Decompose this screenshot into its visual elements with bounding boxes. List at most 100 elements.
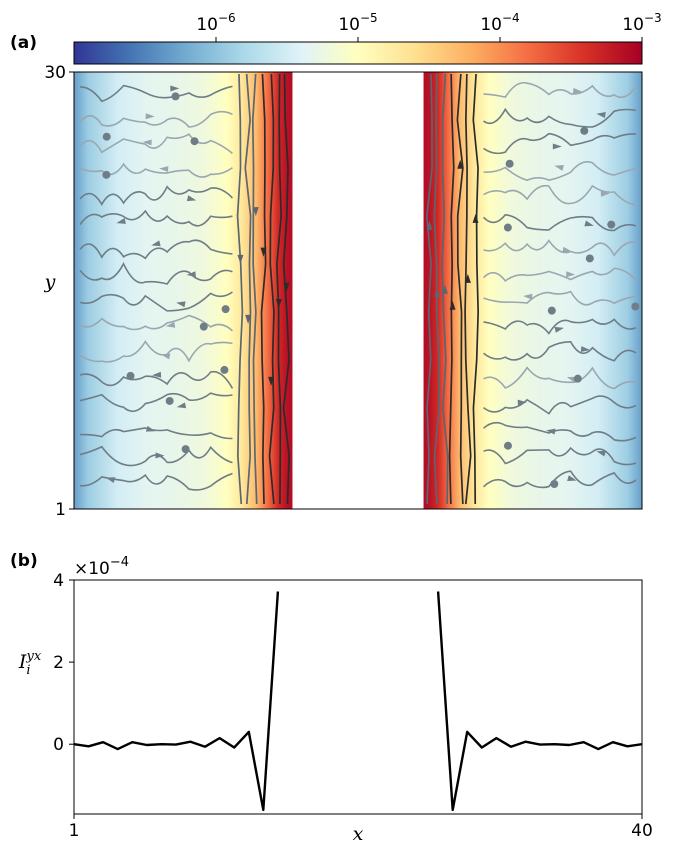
streamline-arrow <box>554 165 564 171</box>
streamline <box>483 395 637 415</box>
streamline <box>483 366 637 390</box>
streamline-arrow <box>596 450 606 457</box>
streamline-arrow <box>159 166 169 173</box>
streamlines <box>79 73 640 505</box>
streamline <box>79 110 233 128</box>
panel-b-frame <box>73 579 643 815</box>
streamline-arrow <box>176 301 186 308</box>
streamline-arrow <box>600 190 610 197</box>
streamline-arrow <box>145 113 155 120</box>
heatmap-right-region <box>423 72 642 509</box>
streamline <box>483 446 637 466</box>
streamline <box>79 262 233 285</box>
streamline-arrow <box>596 112 606 118</box>
wall-streamline <box>236 73 244 505</box>
colorbar-tick-label: 10−6 <box>196 11 235 35</box>
streamline-node <box>199 322 208 331</box>
streamline-arrow <box>434 287 441 297</box>
panel-b-plot: 0 2 4 1 40 <box>53 571 653 841</box>
colorbar-tick-label: 10−5 <box>338 11 377 35</box>
colorbar-tick-base: 10 <box>196 15 218 35</box>
wall-streamline <box>456 73 464 505</box>
streamline-arrow <box>260 247 267 257</box>
wall-streamline <box>251 73 258 505</box>
streamline-arrow <box>152 371 162 378</box>
streamline-node <box>102 132 111 141</box>
streamline <box>79 133 233 154</box>
streamline-arrow <box>275 298 282 308</box>
streamline-node <box>547 306 556 315</box>
panel-b-multiplier: ×10−4 <box>74 555 129 579</box>
heatmap-field <box>74 72 642 509</box>
panel-b-y-tick-label: 2 <box>53 653 64 673</box>
panel-a-y-tick-label: 30 <box>44 63 66 83</box>
streamline-arrow <box>245 314 252 324</box>
streamline-arrow <box>142 139 152 146</box>
streamline <box>483 107 637 128</box>
streamline-arrow <box>116 218 126 224</box>
heatmap-left-region <box>74 72 293 509</box>
streamline <box>482 213 637 232</box>
colorbar-tick-base: 10 <box>622 15 644 35</box>
streamline-arrow <box>523 293 533 300</box>
colorbar-tick-exponent: −5 <box>360 11 378 25</box>
streamline-node <box>221 305 230 314</box>
streamline-arrow <box>464 273 471 283</box>
colorbar-tick-exponent: −3 <box>644 11 662 25</box>
streamline-node <box>503 223 512 232</box>
streamline-arrow <box>186 195 197 202</box>
streamline-node <box>126 371 135 380</box>
panel-b-y-tick-label: 0 <box>53 735 64 755</box>
streamline-node <box>220 365 229 374</box>
streamline-arrow <box>186 271 196 278</box>
streamline-arrow <box>170 85 180 92</box>
streamline-arrow <box>562 246 572 253</box>
panel-b-ylabel: Iiyx <box>18 649 42 678</box>
wall-streamline <box>244 73 252 505</box>
streamline-arrow <box>151 240 161 247</box>
streamline-arrow <box>105 477 116 484</box>
colorbar: 10−6 10−5 10−4 10−3 <box>73 11 662 65</box>
streamline-node <box>607 220 616 229</box>
colorbar-tick-base: 10 <box>480 15 502 35</box>
streamline <box>483 341 637 362</box>
ylabel-superscript: yx <box>26 649 42 664</box>
streamline-arrow <box>554 326 564 333</box>
streamline <box>79 84 233 103</box>
ylabel-subscript: i <box>26 663 30 678</box>
wall-streamline <box>472 73 480 505</box>
streamline-arrow <box>426 220 433 230</box>
streamline <box>483 239 637 257</box>
streamline-arrow <box>268 376 275 386</box>
streamline-arrow <box>457 159 464 169</box>
streamline <box>79 472 233 491</box>
streamline-arrow <box>517 399 527 406</box>
streamline <box>79 392 233 413</box>
wall-streamline <box>260 73 267 505</box>
streamline-node <box>503 441 512 450</box>
multiplier-base: ×10 <box>74 559 110 579</box>
colorbar-tick-exponent: −6 <box>218 11 236 25</box>
colorbar-tick-base: 10 <box>338 15 360 35</box>
streamline-arrow <box>449 300 456 310</box>
streamline-node <box>585 254 594 263</box>
streamline-node <box>631 302 640 311</box>
streamline <box>483 318 637 335</box>
streamline <box>482 470 637 489</box>
streamline-arrow <box>552 143 562 150</box>
streamline-arrow <box>237 254 244 264</box>
streamline-arrow <box>572 87 583 94</box>
streamline <box>79 427 233 440</box>
streamline-arrow <box>567 475 577 481</box>
panel-a-y-ticks: 1 30 <box>44 63 74 520</box>
streamline-node <box>181 445 190 454</box>
streamline-arrow <box>160 353 171 360</box>
streamline-arrow <box>566 271 576 278</box>
streamline-node <box>550 479 559 488</box>
colorbar-tick-label: 10−4 <box>480 11 519 35</box>
colorbar-tick-exponent: −4 <box>502 11 520 25</box>
streamline-arrow <box>155 452 165 459</box>
panel-b-x-tick-label: 40 <box>631 821 653 841</box>
wall-streamline <box>448 73 455 505</box>
streamline <box>79 291 233 312</box>
